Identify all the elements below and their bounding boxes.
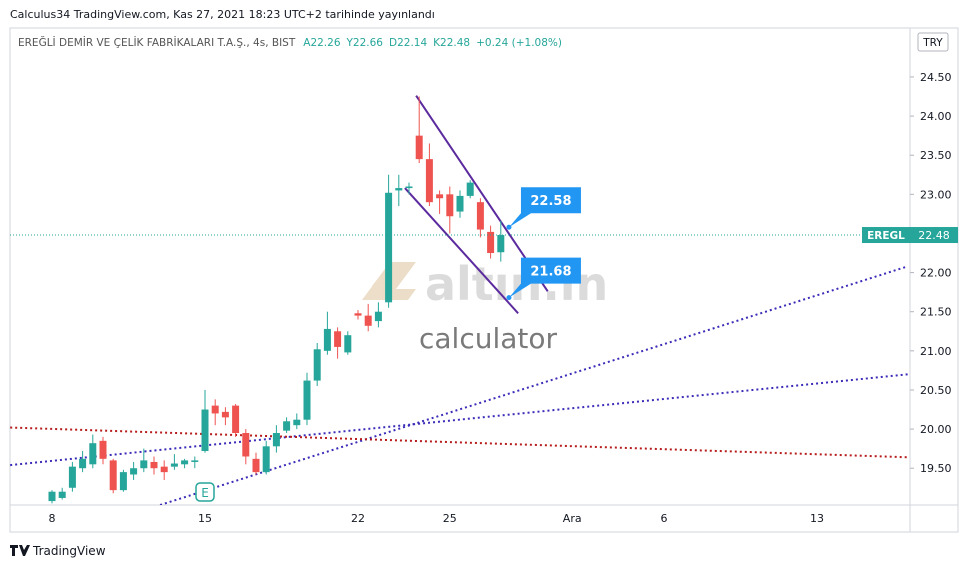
legend: EREĞLİ DEMİR VE ÇELİK FABRİKALARI T.A.Ş.… xyxy=(18,36,296,49)
y-tick-label: 23.00 xyxy=(920,188,952,201)
x-tick-label: 22 xyxy=(351,512,365,525)
candle-body xyxy=(476,202,484,230)
callout-label: 21.68 xyxy=(530,265,571,280)
ohlc-value: A22.26 xyxy=(303,37,341,49)
candle-body xyxy=(456,195,464,212)
candle-body xyxy=(109,460,117,491)
y-tick-label: 22.00 xyxy=(920,267,952,280)
candle-body xyxy=(140,460,148,469)
candle-body xyxy=(89,443,97,465)
candle-body xyxy=(130,468,138,475)
symbol-tag xyxy=(862,227,910,244)
y-tick-label: 21.00 xyxy=(920,345,952,358)
trend-line xyxy=(404,187,519,314)
trend-line xyxy=(10,373,908,467)
y-tick-label: 21.50 xyxy=(920,306,952,319)
candle-body xyxy=(232,405,240,434)
x-tick-label: 13 xyxy=(810,512,824,525)
candle-body xyxy=(211,405,219,414)
candle-body xyxy=(160,466,168,473)
candle-body xyxy=(272,433,280,447)
candle-body xyxy=(48,491,56,502)
watermark-sub: calculator xyxy=(419,322,558,355)
last-price-label: 22.48 xyxy=(918,229,950,242)
ohlc-value: Y22.66 xyxy=(346,37,384,49)
candle-body xyxy=(252,458,260,473)
candle-body xyxy=(262,446,270,473)
candle-body xyxy=(354,313,362,316)
candle-body xyxy=(405,186,413,189)
x-tick-label: Ara xyxy=(563,512,582,525)
candle-body xyxy=(191,460,199,462)
candle-body xyxy=(242,433,250,457)
candle-body xyxy=(303,380,311,420)
candle-body xyxy=(487,231,495,254)
candle-body xyxy=(395,188,403,191)
candle-body xyxy=(201,409,209,452)
x-tick-label: 25 xyxy=(443,512,457,525)
y-tick-label: 20.50 xyxy=(920,384,952,397)
trend-line xyxy=(159,265,909,505)
y-tick-label: 24.50 xyxy=(920,71,952,84)
last-price-tag xyxy=(910,227,958,244)
candle-body xyxy=(497,235,505,253)
symbol-title: EREĞLİ DEMİR VE ÇELİK FABRİKALARI T.A.Ş.… xyxy=(18,36,296,49)
callout-label: 22.58 xyxy=(530,194,571,209)
candle-body xyxy=(385,192,393,303)
ohlc-value: +0.24 (+1.08%) xyxy=(476,37,562,49)
tradingview-logo xyxy=(10,545,30,556)
y-tick-label: 19.50 xyxy=(920,462,952,475)
callout-box xyxy=(508,187,581,228)
candle-body xyxy=(323,328,331,351)
currency: TRY xyxy=(922,37,943,49)
x-tick-label: 15 xyxy=(198,512,212,525)
candle-body xyxy=(221,411,229,418)
x-tick-label: 8 xyxy=(49,512,56,525)
candle-body xyxy=(425,159,433,203)
candle-body xyxy=(364,315,372,326)
candle-body xyxy=(466,182,474,196)
y-tick-label: 23.50 xyxy=(920,149,952,162)
footer-text: TradingView xyxy=(32,544,106,558)
event-marker xyxy=(195,482,215,502)
chart-frame xyxy=(9,27,959,533)
currency-box xyxy=(917,32,949,52)
candle-body xyxy=(344,335,352,353)
candle-body xyxy=(283,421,291,431)
footer: TradingView xyxy=(10,544,106,558)
x-tick-label: 6 xyxy=(661,512,668,525)
candle-body xyxy=(68,466,76,488)
candle-body xyxy=(374,311,382,322)
candle-body xyxy=(293,419,301,426)
candle-body xyxy=(99,440,107,459)
candle-body xyxy=(436,194,444,199)
y-tick-label: 20.00 xyxy=(920,423,952,436)
candle-body xyxy=(313,349,321,381)
ohlc-value: D22.14 xyxy=(389,37,427,49)
callout-box xyxy=(508,257,581,298)
y-tick-label: 24.00 xyxy=(920,110,952,123)
publish-line: Calculus34 TradingView.com, Kas 27, 2021… xyxy=(10,8,435,21)
candle-body xyxy=(415,135,423,160)
candle-body xyxy=(79,458,87,469)
candle-body xyxy=(446,194,454,217)
candle-body xyxy=(58,491,66,498)
candle-body xyxy=(170,463,178,467)
candle-body xyxy=(119,472,127,491)
candle-body xyxy=(334,331,342,347)
event-label: E xyxy=(201,486,209,500)
ohlc-value: K22.48 xyxy=(433,37,470,49)
symbol-label: EREGL xyxy=(867,230,905,242)
candle-body xyxy=(150,461,158,469)
candle-body xyxy=(181,460,189,465)
